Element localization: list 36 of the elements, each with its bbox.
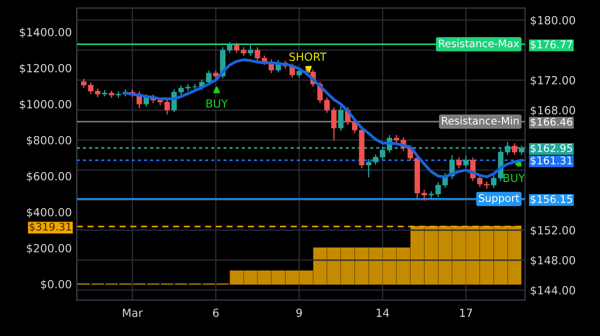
y-tick-label: $0.00 bbox=[41, 280, 72, 290]
x-tick-label: 6 bbox=[213, 308, 219, 317]
candlestick bbox=[512, 143, 518, 155]
y-tick-label: $1400.00 bbox=[20, 28, 72, 38]
y2-tick-label: $176.77 bbox=[530, 40, 572, 50]
y2-tick-label: $144.00 bbox=[530, 286, 576, 296]
annotation: SHORT bbox=[289, 52, 327, 61]
annotation: BUY bbox=[504, 174, 526, 182]
y-tick-label: $400.00 bbox=[26, 208, 72, 218]
y2-tick-label: $162.95 bbox=[530, 144, 572, 154]
y2-tick-label: $172.00 bbox=[530, 76, 576, 86]
ref-line-label: Support bbox=[478, 194, 520, 204]
x-tick-label: 17 bbox=[460, 308, 472, 317]
y-tick-label: $600.00 bbox=[26, 172, 72, 182]
y2-tick-label: $180.00 bbox=[530, 16, 576, 26]
y2-tick-label: $156.15 bbox=[530, 194, 572, 204]
y2-tick-label: $168.00 bbox=[530, 106, 576, 116]
y2-tick-label: $148.00 bbox=[530, 256, 576, 266]
y-tick-label: $1200.00 bbox=[20, 64, 72, 74]
y2-tick-label: $166.46 bbox=[530, 118, 572, 128]
candlestick bbox=[338, 106, 344, 131]
x-tick-label: Mar bbox=[123, 308, 143, 317]
candlestick bbox=[248, 44, 254, 56]
x-tick-label: 14 bbox=[376, 308, 389, 317]
candlestick bbox=[456, 158, 462, 168]
y-tick-label: $1000.00 bbox=[20, 100, 72, 110]
y-tick-label: $319.31 bbox=[30, 222, 71, 232]
y2-tick-label: $161.31 bbox=[530, 156, 572, 166]
y-tick-label: $800.00 bbox=[26, 136, 72, 146]
candlestick bbox=[463, 156, 469, 168]
x-tick-label: 9 bbox=[296, 308, 302, 317]
ref-line-label: Resistance-Min bbox=[442, 116, 519, 125]
y-tick-label: $200.00 bbox=[26, 244, 72, 254]
ref-line-label: Resistance-Max bbox=[439, 39, 520, 48]
annotation: BUY bbox=[206, 99, 228, 108]
y2-tick-label: $152.00 bbox=[530, 226, 576, 236]
